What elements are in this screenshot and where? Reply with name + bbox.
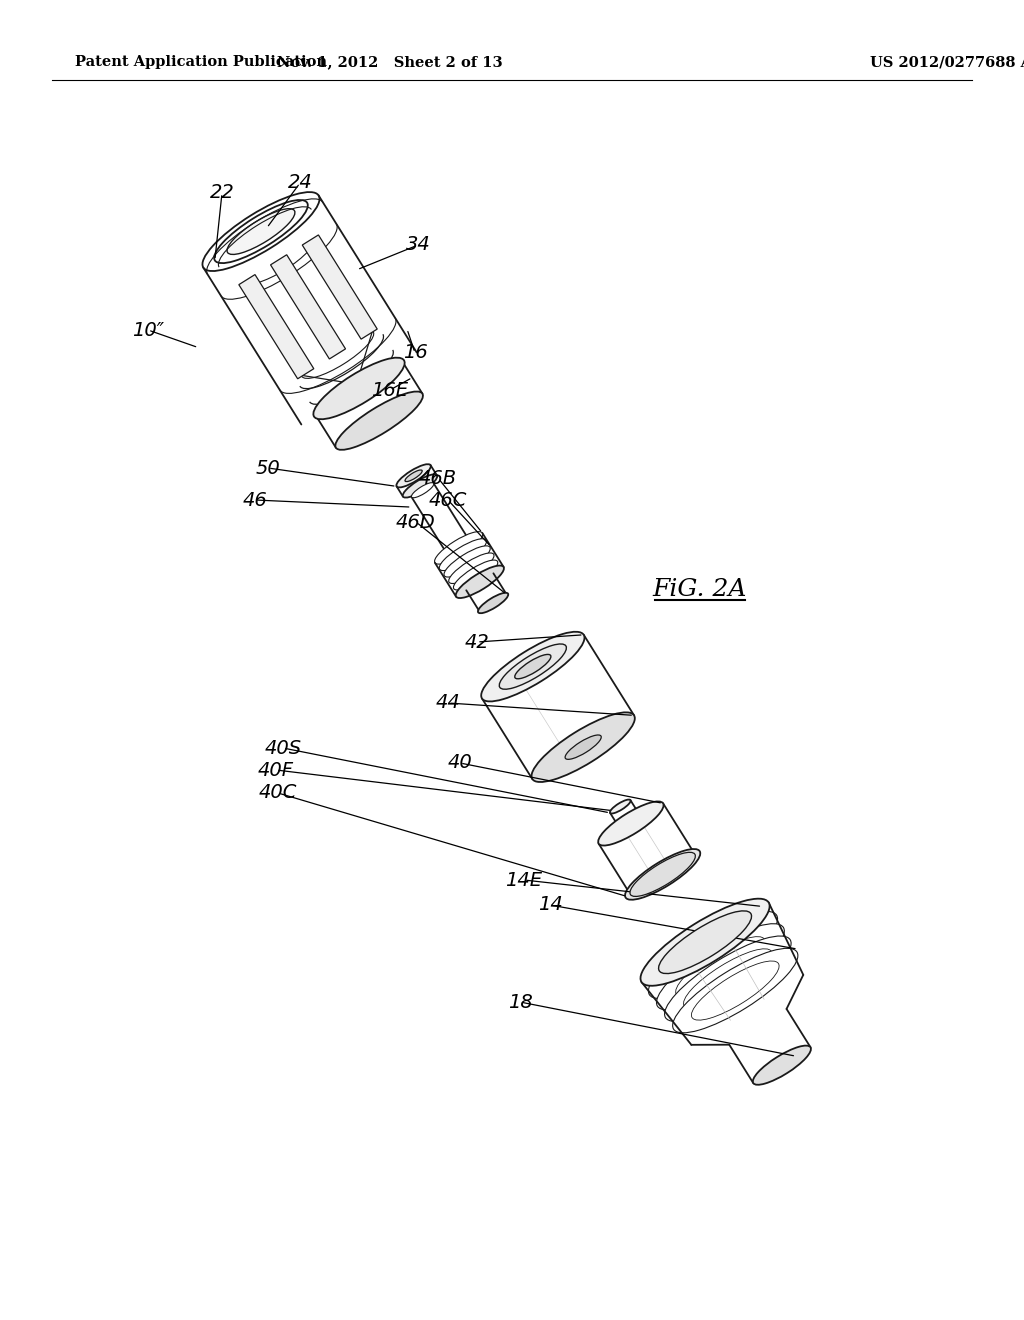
Ellipse shape: [598, 801, 664, 846]
Ellipse shape: [665, 936, 792, 1022]
Ellipse shape: [668, 924, 758, 986]
Text: 16E: 16E: [372, 380, 409, 400]
Ellipse shape: [336, 392, 423, 450]
Text: 14: 14: [538, 895, 562, 915]
Text: 34: 34: [406, 235, 430, 255]
Ellipse shape: [630, 853, 695, 896]
Ellipse shape: [434, 532, 482, 564]
Text: 50: 50: [256, 458, 281, 478]
Text: 42: 42: [465, 632, 489, 652]
Ellipse shape: [404, 470, 422, 482]
Text: 46C: 46C: [429, 491, 467, 510]
Text: 14E: 14E: [506, 870, 543, 890]
Ellipse shape: [531, 713, 635, 781]
Ellipse shape: [439, 539, 486, 570]
Text: 16: 16: [402, 343, 427, 363]
Ellipse shape: [753, 1045, 811, 1085]
Text: 46D: 46D: [396, 512, 436, 532]
Ellipse shape: [658, 911, 752, 974]
Ellipse shape: [691, 961, 779, 1020]
Text: 40C: 40C: [259, 784, 297, 803]
Ellipse shape: [565, 735, 601, 759]
Ellipse shape: [673, 948, 798, 1032]
Ellipse shape: [625, 849, 700, 900]
Text: 44: 44: [435, 693, 461, 713]
Ellipse shape: [478, 593, 508, 614]
Text: 40: 40: [447, 754, 472, 772]
Ellipse shape: [481, 632, 585, 701]
Ellipse shape: [444, 546, 490, 577]
Ellipse shape: [620, 814, 640, 829]
Text: 46B: 46B: [419, 469, 457, 487]
Text: Patent Application Publication: Patent Application Publication: [75, 55, 327, 69]
Text: 18: 18: [508, 993, 532, 1011]
Ellipse shape: [227, 209, 295, 255]
Polygon shape: [270, 255, 345, 359]
Ellipse shape: [610, 800, 631, 813]
Ellipse shape: [656, 924, 784, 1010]
Text: 46: 46: [243, 491, 267, 510]
Text: 24: 24: [288, 173, 312, 193]
Text: 40S: 40S: [264, 738, 301, 758]
Ellipse shape: [684, 949, 772, 1008]
Ellipse shape: [500, 644, 566, 689]
Ellipse shape: [676, 937, 765, 997]
Ellipse shape: [203, 193, 319, 271]
Ellipse shape: [396, 465, 431, 487]
Ellipse shape: [648, 911, 777, 998]
Ellipse shape: [313, 358, 404, 420]
Ellipse shape: [402, 474, 437, 498]
Text: US 2012/0277688 A1: US 2012/0277688 A1: [870, 55, 1024, 69]
Text: 10″: 10″: [132, 321, 164, 339]
Ellipse shape: [515, 655, 551, 678]
Text: 40F: 40F: [258, 760, 294, 780]
Ellipse shape: [214, 199, 308, 263]
Text: 22: 22: [210, 183, 234, 202]
Ellipse shape: [454, 560, 498, 590]
Ellipse shape: [412, 483, 434, 498]
Polygon shape: [239, 275, 313, 379]
Text: Nov. 1, 2012   Sheet 2 of 13: Nov. 1, 2012 Sheet 2 of 13: [278, 55, 503, 69]
Ellipse shape: [640, 899, 770, 986]
Ellipse shape: [456, 565, 504, 598]
Ellipse shape: [449, 553, 494, 583]
Text: FiG. 2A: FiG. 2A: [653, 578, 748, 602]
Polygon shape: [302, 235, 377, 339]
